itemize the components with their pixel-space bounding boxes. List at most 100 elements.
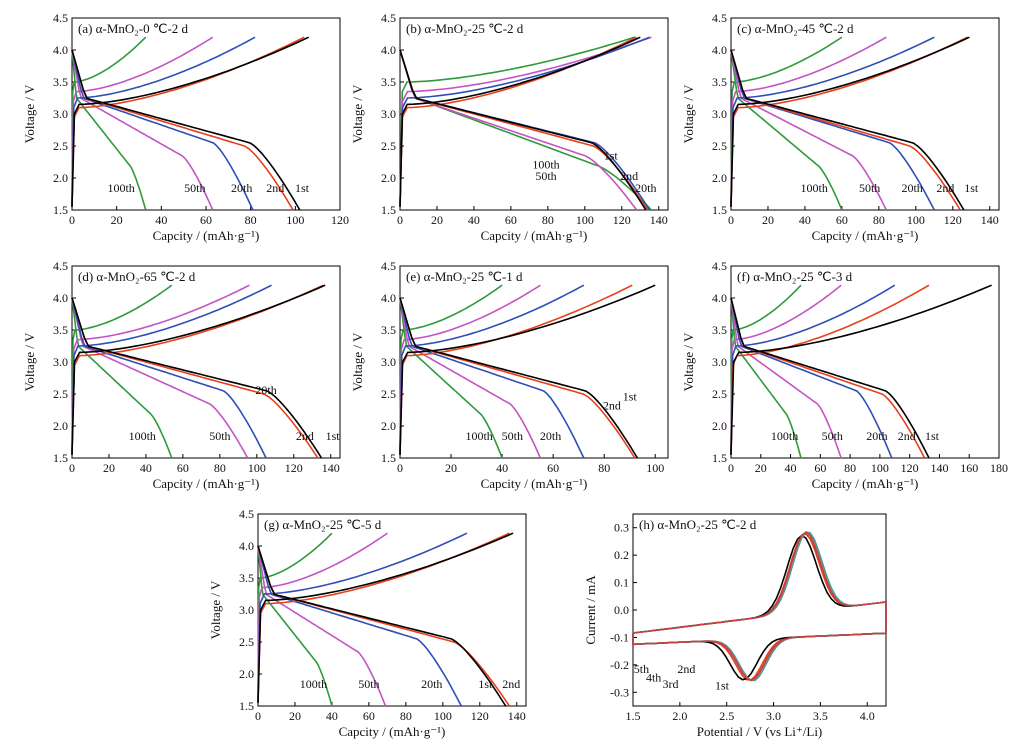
y-tick-label: 3.0	[381, 107, 396, 121]
charge-curve-1st	[730, 284, 992, 455]
cycle-label: 2nd	[936, 181, 954, 195]
x-tick-label: 80	[245, 213, 257, 227]
x-axis-label: Capcity / (mAh·g⁻¹)	[812, 476, 919, 491]
x-tick-label: 100	[907, 213, 925, 227]
cycle-label: 50th	[358, 677, 379, 691]
y-tick-label: 4.0	[712, 291, 727, 305]
y-tick-label: 2.5	[239, 635, 254, 649]
y-tick-label: 1.5	[381, 203, 396, 217]
x-tick-label: 60	[547, 461, 559, 475]
x-tick-label: 140	[930, 461, 948, 475]
discharge-curve-1st	[730, 49, 965, 211]
charge-curve-20th	[399, 284, 585, 455]
cycle-label: 5th	[634, 662, 649, 676]
x-tick-label: 0	[728, 213, 734, 227]
cycle-label: 20th	[255, 383, 276, 397]
cycle-label: 50th	[859, 181, 880, 195]
y-tick-label: 4.0	[712, 43, 727, 57]
series-group	[730, 284, 992, 459]
y-tick-label: 4.5	[239, 507, 254, 521]
cycle-label: 100th	[300, 677, 327, 691]
y-axis-label: Voltage / V	[208, 580, 223, 639]
y-tick-label: 2.0	[239, 667, 254, 681]
x-tick-label: 80	[598, 461, 610, 475]
y-axis-label: Voltage / V	[681, 84, 696, 143]
x-tick-label: 2.5	[719, 709, 734, 723]
x-tick-label: 60	[814, 461, 826, 475]
x-tick-label: 0	[69, 213, 75, 227]
panel-g: 0 20 40 60 80 100 120 140 1.5 2.0 2.5 3.0 3.5 4.0 4.5 C…	[208, 507, 527, 739]
discharge-curve-1st	[399, 297, 639, 459]
panel-title: (d) α-MnO₂-65 ℃-2 d	[78, 269, 196, 284]
y-tick-label: 4.0	[381, 291, 396, 305]
x-tick-label: 40	[496, 461, 508, 475]
y-tick-label: 2.5	[712, 387, 727, 401]
panel-a: 0 20 40 60 80 100 120 1.5 2.0 2.5 3.0 3.5 4.0 4.5 Capc…	[22, 11, 349, 243]
series-group	[257, 532, 514, 707]
cv-loop-1st	[632, 534, 887, 681]
x-tick-label: 3.0	[766, 709, 781, 723]
x-tick-label: 0	[728, 461, 734, 475]
y-tick-label: 4.5	[712, 259, 727, 273]
charge-curve-50th	[399, 284, 541, 455]
y-tick-label: 2.0	[712, 419, 727, 433]
y-tick-label: 2.5	[712, 139, 727, 153]
y-tick-label: 2.5	[381, 387, 396, 401]
x-tick-label: 40	[799, 213, 811, 227]
discharge-curve-1st	[257, 545, 507, 707]
y-tick-label: 3.0	[53, 355, 68, 369]
cycle-label: 20th	[635, 181, 656, 195]
charge-curve-50th	[730, 36, 887, 207]
y-tick-label: 2.5	[53, 139, 68, 153]
x-tick-label: 120	[944, 213, 962, 227]
cycle-label: 1st	[964, 181, 979, 195]
cycle-label: 20th	[540, 429, 561, 443]
y-tick-label: 1.5	[53, 451, 68, 465]
x-tick-label: 40	[785, 461, 797, 475]
charge-curve-1st	[71, 284, 326, 455]
cycle-label: 20th	[866, 429, 887, 443]
cycle-label: 100th	[801, 181, 828, 195]
panel-title: (b) α-MnO₂-25 ℃-2 d	[406, 21, 524, 36]
y-tick-label: 3.5	[53, 75, 68, 89]
cycle-label: 1st	[326, 429, 341, 443]
charge-curve-50th	[730, 284, 842, 455]
cycle-label: 3rd	[662, 677, 678, 691]
charge-curve-100th	[730, 36, 843, 207]
panel-d: 0 20 40 60 80 100 120 140 1.5 2.0 2.5 3.0 3.5 4.0 4.5 C…	[22, 259, 341, 491]
cycle-label: 1st	[925, 429, 940, 443]
x-tick-label: 40	[326, 709, 338, 723]
x-tick-label: 120	[471, 709, 489, 723]
y-tick-label: 2.0	[712, 171, 727, 185]
cycle-label: 50th	[535, 169, 556, 183]
x-tick-label: 140	[508, 709, 526, 723]
x-tick-label: 20	[431, 213, 443, 227]
discharge-curve-2nd	[71, 49, 294, 211]
y-tick-label: 3.5	[239, 571, 254, 585]
x-tick-label: 1.5	[626, 709, 641, 723]
x-tick-label: 60	[363, 709, 375, 723]
discharge-curve-20th	[71, 49, 254, 211]
cycle-label: 50th	[502, 429, 523, 443]
charge-curve-1st	[730, 36, 970, 207]
y-tick-label: 4.0	[381, 43, 396, 57]
y-tick-label: 2.0	[53, 171, 68, 185]
plot-frame	[399, 265, 669, 459]
y-axis-label: Voltage / V	[350, 84, 365, 143]
x-tick-label: 140	[322, 461, 340, 475]
y-tick-label: 0.2	[614, 548, 629, 562]
y-tick-label: 3.5	[53, 323, 68, 337]
cycle-label: 100th	[129, 429, 156, 443]
charge-curve-2nd	[71, 284, 324, 455]
panel-c: 0 20 40 60 80 100 120 140 1.5 2.0 2.5 3.0 3.5 4.0 4.5 C…	[681, 11, 1000, 243]
y-tick-label: 3.0	[712, 355, 727, 369]
cycle-label: 20th	[421, 677, 442, 691]
x-tick-label: 20	[111, 213, 123, 227]
x-axis-label: Capcity / (mAh·g⁻¹)	[481, 228, 588, 243]
charge-curve-100th	[730, 284, 802, 455]
x-tick-label: 140	[981, 213, 999, 227]
discharge-curve-20th	[71, 297, 267, 459]
discharge-curve-2nd	[257, 545, 511, 707]
y-tick-label: 2.0	[53, 419, 68, 433]
y-tick-label: 3.0	[712, 107, 727, 121]
